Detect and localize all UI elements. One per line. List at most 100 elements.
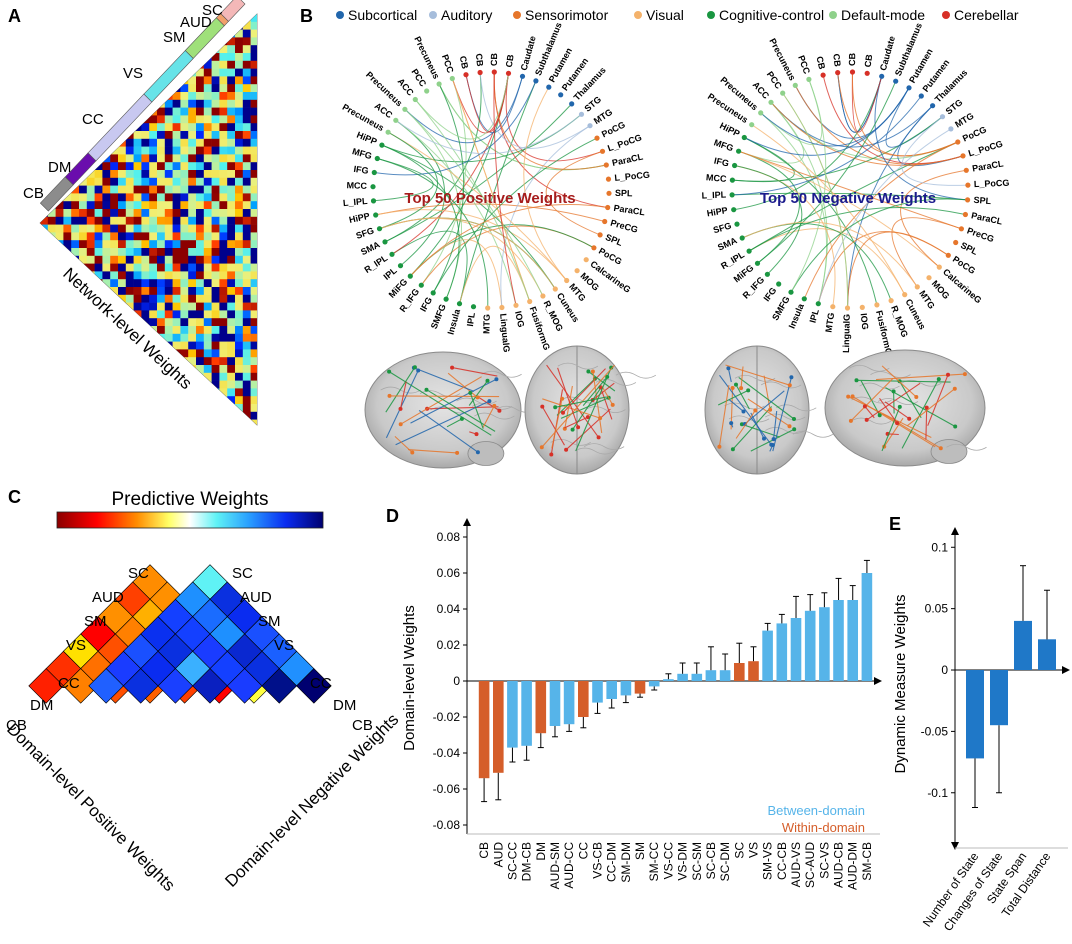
d-bar: [719, 670, 731, 681]
heatmap-cell: [227, 279, 236, 288]
brain-node: [862, 404, 867, 409]
heatmap-cell: [203, 388, 212, 397]
brain-node: [717, 444, 722, 449]
heatmap-cell: [94, 318, 103, 327]
heatmap-cell: [86, 37, 95, 46]
node-label: STG: [582, 94, 603, 114]
node-label: IFG: [713, 156, 730, 169]
heatmap-cell: [125, 224, 134, 233]
d-xtick-label: CC-CB: [775, 842, 789, 880]
heatmap-cell: [86, 201, 95, 210]
neg-domain-label-sm: SM: [258, 613, 281, 630]
brain-edge: [546, 364, 600, 438]
brain-node: [576, 425, 581, 430]
heatmap-cell: [149, 294, 158, 303]
heatmap-cell: [47, 326, 56, 335]
heatmap-cell: [211, 92, 220, 101]
node-dot: [806, 76, 812, 82]
heatmap-cell: [227, 287, 236, 296]
heatmap-cell: [141, 201, 150, 210]
heatmap-cell: [196, 318, 205, 327]
heatmap-cell: [242, 341, 251, 350]
heatmap-cell: [157, 45, 166, 54]
heatmap-cell: [164, 326, 173, 335]
heatmap-cell: [118, 294, 127, 303]
heatmap-cell: [172, 92, 181, 101]
heatmap-cell: [149, 419, 158, 425]
heatmap-cell: [242, 349, 251, 358]
heatmap-cell: [86, 92, 95, 101]
heatmap-cell: [79, 177, 88, 186]
heatmap-cell: [149, 21, 158, 30]
heatmap-cell: [235, 84, 244, 93]
d-ytick-label: -0.08: [433, 818, 461, 832]
heatmap-cell: [55, 380, 64, 389]
brain-node: [854, 378, 859, 383]
heatmap-cell: [94, 201, 103, 210]
gyrus-line: [574, 447, 616, 455]
heatmap-cell: [125, 92, 134, 101]
node-dot: [859, 304, 865, 310]
heatmap-cell: [141, 248, 150, 257]
heatmap-cell: [55, 76, 64, 85]
heatmap-cell: [235, 380, 244, 389]
heatmap-cell: [172, 279, 181, 288]
heatmap-cell: [188, 248, 197, 257]
heatmap-cell: [250, 107, 257, 116]
heatmap-cell: [86, 177, 95, 186]
heatmap-cell: [203, 341, 212, 350]
heatmap-cell: [71, 349, 80, 358]
heatmap-cell: [86, 388, 95, 397]
node-label: PoCG: [600, 119, 627, 139]
heatmap-cell: [203, 287, 212, 296]
heatmap-cell: [227, 146, 236, 155]
heatmap-cell: [47, 263, 56, 272]
heatmap-cell: [55, 216, 64, 225]
heatmap-cell: [188, 84, 197, 93]
node-dot: [739, 235, 745, 241]
heatmap-cell: [63, 76, 72, 85]
heatmap-cell: [250, 68, 257, 77]
heatmap-cell: [203, 99, 212, 108]
node-dot: [583, 257, 589, 263]
heatmap-cell: [157, 115, 166, 124]
d-ytick-label: 0.02: [437, 638, 461, 652]
edge: [414, 73, 509, 140]
node-dot: [741, 134, 747, 141]
brain-node: [741, 409, 746, 414]
gyrus-line: [877, 398, 919, 405]
heatmap-cell: [180, 341, 189, 350]
brain-edge: [906, 388, 956, 427]
heatmap-cell: [141, 53, 150, 62]
heatmap-cell: [55, 14, 64, 23]
heatmap-cell: [125, 255, 134, 264]
heatmap-cell: [94, 365, 103, 374]
heatmap-cell: [40, 99, 49, 108]
node-dot: [734, 221, 740, 227]
heatmap-cell: [219, 396, 228, 405]
gyrus-line: [760, 381, 802, 389]
heatmap-cell: [180, 209, 189, 218]
node-label: IOG: [513, 310, 526, 328]
heatmap-cell: [164, 248, 173, 257]
heatmap-cell: [219, 29, 228, 38]
heatmap-cell: [55, 201, 64, 210]
node-label: MFG: [351, 146, 373, 161]
d-bar: [648, 681, 660, 687]
heatmap-cell: [157, 138, 166, 147]
heatmap-cell: [47, 107, 56, 116]
heatmap-cell: [196, 146, 205, 155]
heatmap-cell: [250, 388, 257, 397]
heatmap-cell: [118, 248, 127, 257]
heatmap-cell: [133, 162, 142, 171]
heatmap-cell: [55, 357, 64, 366]
heatmap-cell: [188, 279, 197, 288]
heatmap-cell: [86, 341, 95, 350]
heatmap-cell: [79, 232, 88, 241]
d-bar: [478, 681, 490, 779]
heatmap-cell: [180, 115, 189, 124]
heatmap-cell: [157, 146, 166, 155]
heatmap-cell: [180, 216, 189, 225]
heatmap-cell: [63, 201, 72, 210]
node-dot: [746, 248, 752, 254]
